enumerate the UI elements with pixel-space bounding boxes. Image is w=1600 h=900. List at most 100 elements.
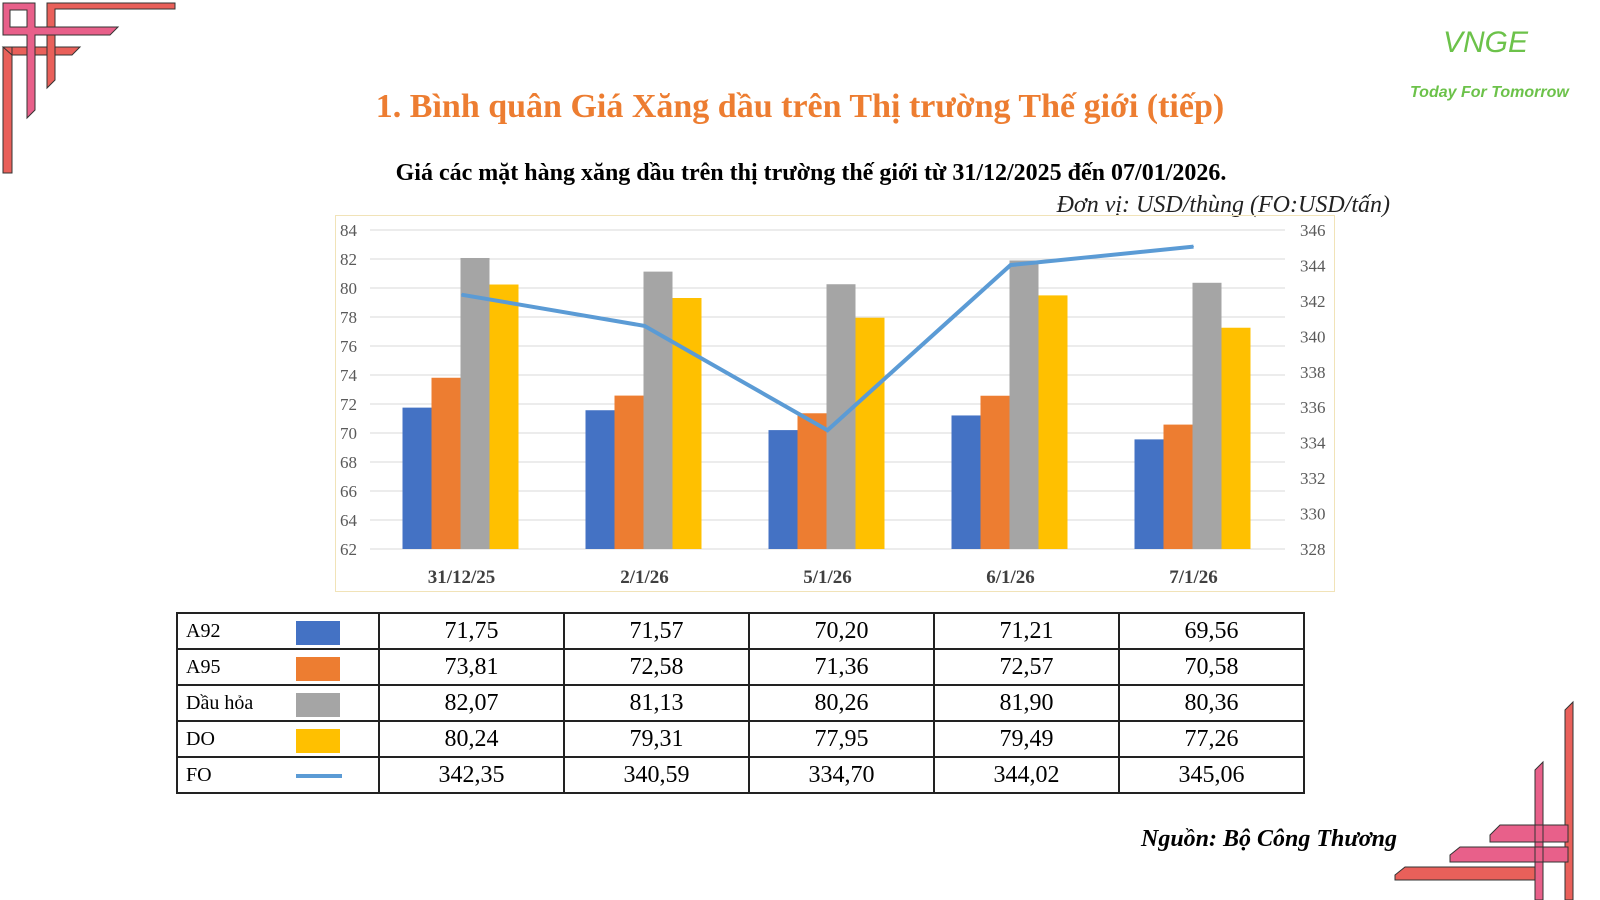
x-tick-label: 5/1/26 bbox=[803, 567, 852, 588]
table-cell: 80,24 bbox=[378, 720, 565, 758]
bar-a95 bbox=[614, 395, 644, 549]
x-tick-label: 7/1/26 bbox=[1169, 567, 1218, 588]
legend-swatch bbox=[296, 729, 340, 753]
table-cell: 81,13 bbox=[563, 684, 750, 722]
table-cell: 71,75 bbox=[378, 612, 565, 650]
y2-tick-label: 328 bbox=[1300, 540, 1326, 559]
y-tick-label: 66 bbox=[340, 482, 357, 501]
y2-tick-label: 346 bbox=[1300, 221, 1326, 240]
y-tick-label: 64 bbox=[340, 511, 358, 530]
table-cell: 342,35 bbox=[378, 756, 565, 794]
y-tick-label: 84 bbox=[340, 221, 358, 240]
chart: 62 64 66 68 70 72 74 76 78 80 82 84 328 330 332 334 336 3… bbox=[340, 221, 1326, 588]
table-cell: 79,31 bbox=[563, 720, 750, 758]
source-note: Nguồn: Bộ Công Thương bbox=[1141, 826, 1397, 852]
data-table: A92 71,75 71,57 70,20 71,21 69,56 A95 73,81 72,5… bbox=[176, 612, 1305, 794]
y-tick-label: 72 bbox=[340, 395, 357, 414]
bar-a95 bbox=[980, 395, 1010, 549]
point-fo bbox=[1010, 264, 1011, 266]
y2-tick-label: 340 bbox=[1300, 327, 1326, 346]
y2-tick-label: 342 bbox=[1300, 292, 1326, 311]
table-cell: 69,56 bbox=[1118, 612, 1305, 650]
table-cell: 81,90 bbox=[933, 684, 1120, 722]
table-cell: 340,59 bbox=[563, 756, 750, 794]
bar-do bbox=[1038, 295, 1068, 549]
corner-ornament-bottom-right bbox=[1394, 700, 1574, 900]
table-cell: 80,36 bbox=[1118, 684, 1305, 722]
bar-dầu-hỏa bbox=[460, 257, 490, 549]
y-tick-label: 78 bbox=[340, 308, 357, 327]
bar-dầu-hỏa bbox=[1192, 282, 1222, 549]
table-cell: 72,58 bbox=[563, 648, 750, 686]
y-tick-label: 82 bbox=[340, 250, 357, 269]
table-cell: 70,58 bbox=[1118, 648, 1305, 686]
table-cell: 82,07 bbox=[378, 684, 565, 722]
table-cell: 71,57 bbox=[563, 612, 750, 650]
table-cell: 80,26 bbox=[748, 684, 935, 722]
bar-a95 bbox=[797, 413, 827, 549]
table-cell: 71,21 bbox=[933, 612, 1120, 650]
point-fo bbox=[827, 429, 828, 431]
y-tick-label: 70 bbox=[340, 424, 357, 443]
y2-tick-label: 344 bbox=[1300, 256, 1326, 275]
corner-ornament-top-left bbox=[1, 2, 176, 174]
table-cell: 72,57 bbox=[933, 648, 1120, 686]
table-cell: 70,20 bbox=[748, 612, 935, 650]
logo-slogan: Today For Tomorrow bbox=[1410, 84, 1569, 101]
bar-dầu-hỏa bbox=[643, 271, 673, 549]
vnge-logo: VNGE Today For Tomorrow bbox=[1395, 18, 1585, 108]
bar-a95 bbox=[1163, 424, 1193, 549]
table-row: A92 71,75 71,57 70,20 71,21 69,56 bbox=[176, 612, 1305, 650]
legend-swatch bbox=[296, 657, 340, 681]
y2-tick-label: 332 bbox=[1300, 469, 1326, 488]
series-name: DO bbox=[186, 727, 215, 750]
series-label: Dầu hỏa bbox=[176, 684, 380, 722]
legend-swatch bbox=[296, 774, 342, 778]
bar-do bbox=[489, 284, 519, 549]
table-row: A95 73,81 72,58 71,36 72,57 70,58 bbox=[176, 648, 1305, 686]
bar-a92 bbox=[402, 407, 432, 549]
bar-a92 bbox=[1134, 439, 1164, 549]
chart-title: Giá các mặt hàng xăng dầu trên thị trườn… bbox=[395, 160, 1227, 186]
x-tick-label: 2/1/26 bbox=[620, 567, 669, 588]
bar-a95 bbox=[431, 377, 461, 549]
point-fo bbox=[644, 325, 645, 327]
table-cell: 79,49 bbox=[933, 720, 1120, 758]
point-fo bbox=[461, 294, 462, 296]
table-cell: 344,02 bbox=[933, 756, 1120, 794]
y-tick-label: 80 bbox=[340, 279, 357, 298]
logo-brand: VNGE bbox=[1443, 26, 1529, 59]
bar-a92 bbox=[951, 415, 981, 549]
page-title: 1. Bình quân Giá Xăng dầu trên Thị trườn… bbox=[375, 88, 1225, 125]
series-name: Dầu hỏa bbox=[186, 691, 254, 714]
table-cell: 73,81 bbox=[378, 648, 565, 686]
bar-do bbox=[672, 298, 702, 549]
y2-tick-label: 336 bbox=[1300, 398, 1326, 417]
table-row: Dầu hỏa 82,07 81,13 80,26 81,90 80,36 bbox=[176, 684, 1305, 722]
point-fo bbox=[1193, 246, 1194, 248]
legend-swatch bbox=[296, 621, 340, 645]
bar-a92 bbox=[585, 410, 615, 549]
y-tick-label: 62 bbox=[340, 540, 357, 559]
bar-dầu-hỏa bbox=[1009, 260, 1039, 549]
y2-tick-label: 338 bbox=[1300, 363, 1326, 382]
series-name: A95 bbox=[186, 655, 221, 678]
y2-tick-label: 334 bbox=[1300, 434, 1326, 453]
bar-a92 bbox=[768, 430, 798, 549]
x-tick-label: 31/12/25 bbox=[428, 567, 496, 588]
x-tick-label: 6/1/26 bbox=[986, 567, 1035, 588]
y-tick-label: 76 bbox=[340, 337, 357, 356]
chart-unit: Đơn vị: USD/thùng (FO:USD/tấn) bbox=[1056, 192, 1390, 218]
y2-tick-label: 330 bbox=[1300, 505, 1326, 524]
series-label: A95 bbox=[176, 648, 380, 686]
series-label: FO bbox=[176, 756, 380, 794]
series-label: DO bbox=[176, 720, 380, 758]
table-cell: 334,70 bbox=[748, 756, 935, 794]
series-label: A92 bbox=[176, 612, 380, 650]
table-cell: 71,36 bbox=[748, 648, 935, 686]
series-name: FO bbox=[186, 763, 212, 786]
table-cell: 77,95 bbox=[748, 720, 935, 758]
bar-do bbox=[855, 317, 885, 549]
table-row: DO 80,24 79,31 77,95 79,49 77,26 bbox=[176, 720, 1305, 758]
table-cell: 77,26 bbox=[1118, 720, 1305, 758]
